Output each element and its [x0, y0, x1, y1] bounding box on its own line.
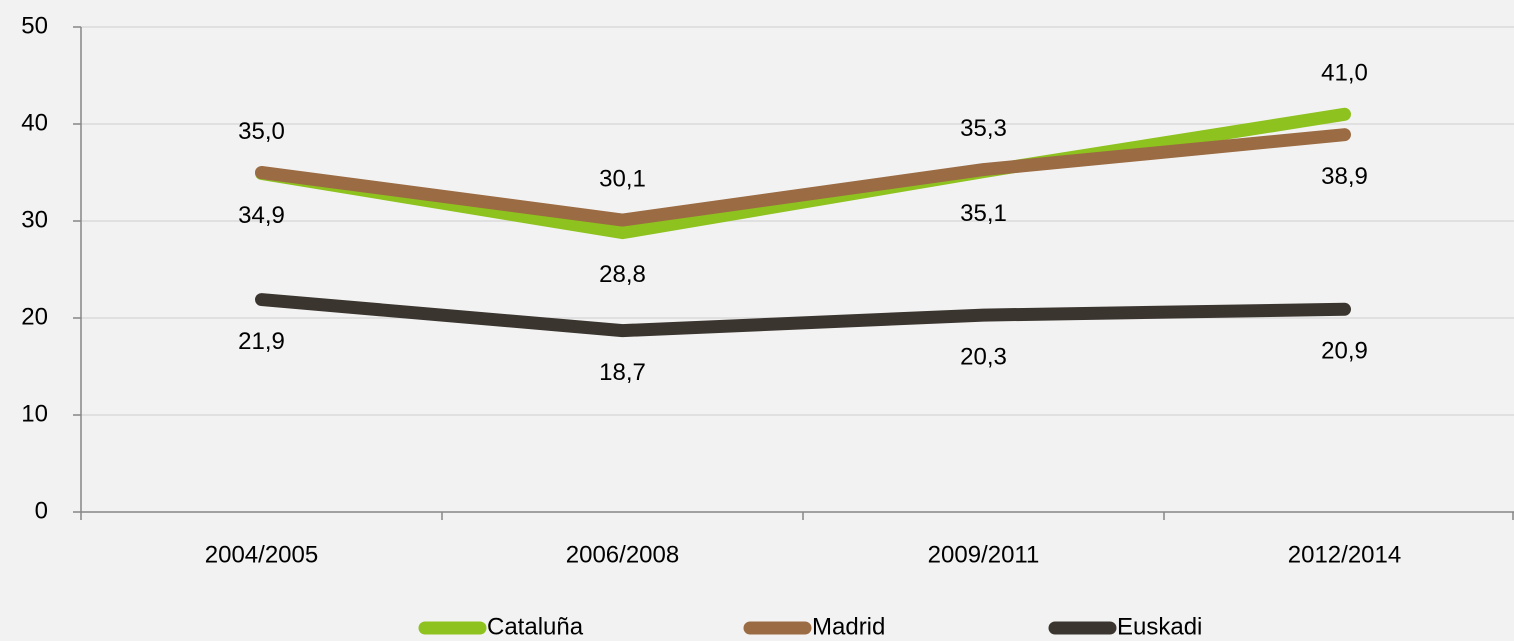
y-tick-label: 20 — [21, 303, 48, 330]
y-tick-label: 40 — [21, 109, 48, 136]
series-line — [255, 128, 1351, 227]
legend-label: Madrid — [812, 613, 885, 640]
legend-label: Cataluña — [487, 613, 584, 640]
data-label: 35,1 — [960, 200, 1007, 227]
x-tick-label: 2006/2008 — [566, 541, 679, 568]
x-tick-label: 2004/2005 — [205, 541, 318, 568]
data-label: 35,0 — [238, 118, 285, 145]
data-label: 41,0 — [1321, 60, 1368, 87]
data-label: 30,1 — [599, 165, 646, 192]
data-label: 34,9 — [238, 202, 285, 229]
x-tick-label: 2009/2011 — [928, 541, 1040, 568]
y-tick-label: 30 — [21, 206, 48, 233]
data-label: 20,3 — [960, 343, 1007, 370]
y-tick-label: 50 — [21, 12, 48, 39]
series-line — [255, 293, 1351, 338]
series-line — [255, 107, 1351, 240]
data-label: 21,9 — [238, 328, 285, 355]
y-tick-label: 0 — [35, 497, 48, 524]
data-label: 18,7 — [599, 359, 646, 386]
data-label: 38,9 — [1321, 163, 1368, 190]
data-label: 35,3 — [960, 115, 1007, 142]
legend-label: Euskadi — [1117, 613, 1202, 640]
y-tick-label: 10 — [21, 400, 48, 427]
x-tick-label: 2012/2014 — [1288, 541, 1401, 568]
data-label: 28,8 — [599, 261, 646, 288]
data-label: 20,9 — [1321, 338, 1368, 365]
